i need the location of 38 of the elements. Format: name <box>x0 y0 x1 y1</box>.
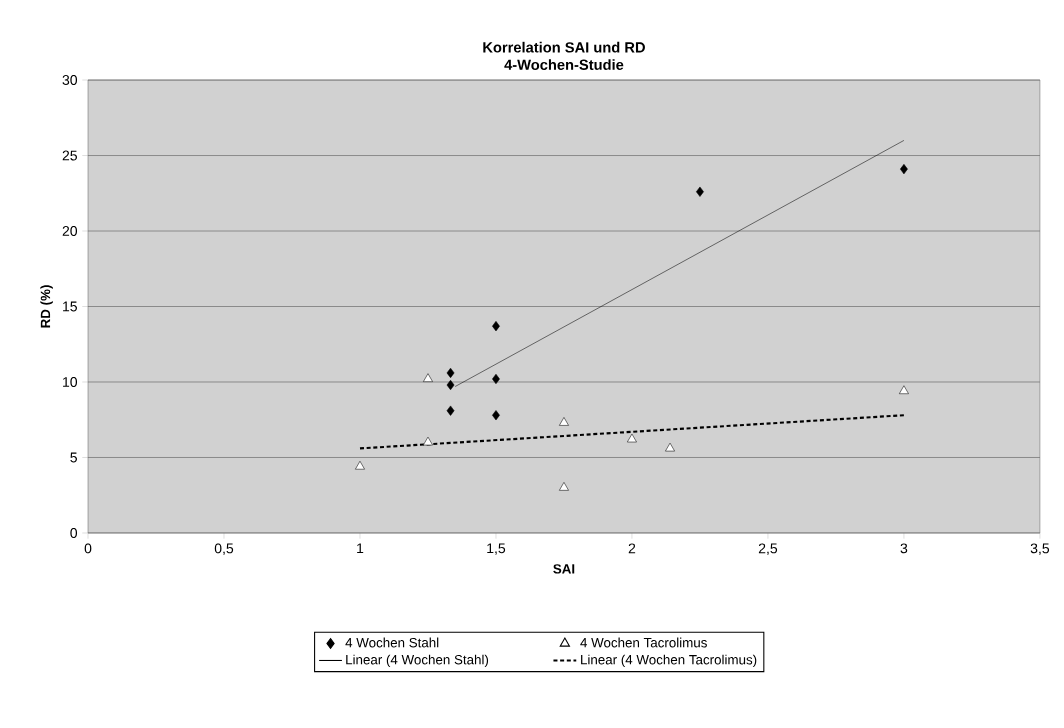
y-tick-label: 20 <box>62 226 78 236</box>
chart-title: Korrelation SAI und RD <box>483 41 645 53</box>
x-tick-label: 1,5 <box>487 543 506 555</box>
point <box>446 405 455 416</box>
point <box>446 367 455 379</box>
x-tick-label: 1 <box>357 543 364 554</box>
y-tick-label: 25 <box>62 150 77 161</box>
x-tick-label: 0 <box>84 543 92 554</box>
point <box>492 321 500 332</box>
y-tick-label: 30 <box>62 75 78 85</box>
point <box>696 186 704 197</box>
x-tick-label: 3,5 <box>1030 543 1050 555</box>
y-tick-label: 15 <box>63 301 77 312</box>
point <box>446 379 455 391</box>
point <box>423 436 433 446</box>
point <box>627 433 637 443</box>
x-tick-label: 0,5 <box>214 543 234 555</box>
legend-label: 4 Wochen Tacrolimus <box>580 637 707 648</box>
legend-label: Linear (4 Wochen Stahl) <box>346 654 489 668</box>
point <box>665 442 675 452</box>
point <box>559 482 569 491</box>
y-tick-label: 10 <box>63 377 78 387</box>
chart-subtitle: 4-Wochen-Studie <box>504 59 624 70</box>
x-axis-title: SAI <box>553 564 575 574</box>
point <box>899 385 909 394</box>
point <box>423 373 433 382</box>
y-axis-title: RD (%) <box>40 285 53 328</box>
x-tick-label: 3 <box>900 543 908 554</box>
point <box>355 460 365 470</box>
legend-label: 4 Wochen Stahl <box>345 637 439 648</box>
x-tick-label: 2 <box>628 543 636 554</box>
point <box>559 417 569 426</box>
legend-label: Linear (4 Wochen Tacrolimus) <box>581 654 757 668</box>
x-tick-label: 2,5 <box>758 543 778 555</box>
point <box>900 164 908 175</box>
y-tick-label: 5 <box>70 452 77 463</box>
y-tick-label: 0 <box>70 528 78 538</box>
point <box>492 410 500 421</box>
